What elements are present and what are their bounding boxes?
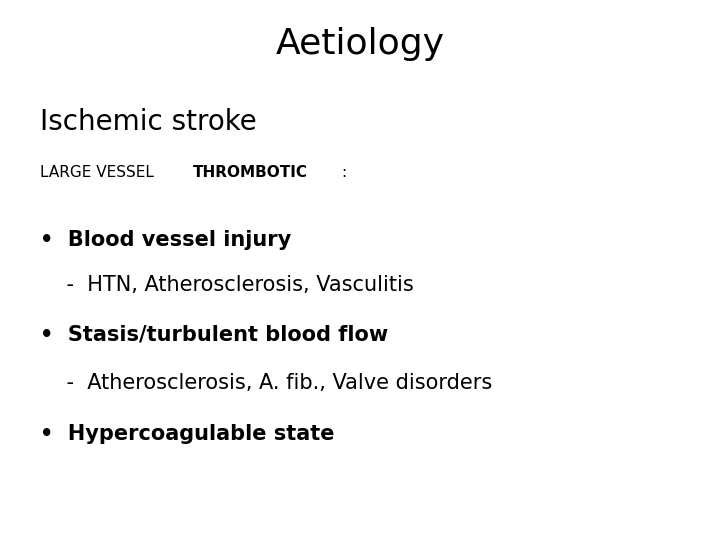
Text: -  HTN, Atherosclerosis, Vasculitis: - HTN, Atherosclerosis, Vasculitis	[40, 275, 413, 295]
Text: LARGE VESSEL: LARGE VESSEL	[40, 165, 158, 180]
Text: THROMBOTIC: THROMBOTIC	[193, 165, 308, 180]
Text: Aetiology: Aetiology	[276, 27, 444, 61]
Text: -  Atherosclerosis, A. fib., Valve disorders: - Atherosclerosis, A. fib., Valve disord…	[40, 373, 492, 393]
Text: Ischemic stroke: Ischemic stroke	[40, 108, 256, 136]
Text: •  Hypercoagulable state: • Hypercoagulable state	[40, 424, 334, 444]
Text: :: :	[341, 165, 346, 180]
Text: •  Blood vessel injury: • Blood vessel injury	[40, 230, 291, 249]
Text: •  Stasis/turbulent blood flow: • Stasis/turbulent blood flow	[40, 324, 388, 344]
